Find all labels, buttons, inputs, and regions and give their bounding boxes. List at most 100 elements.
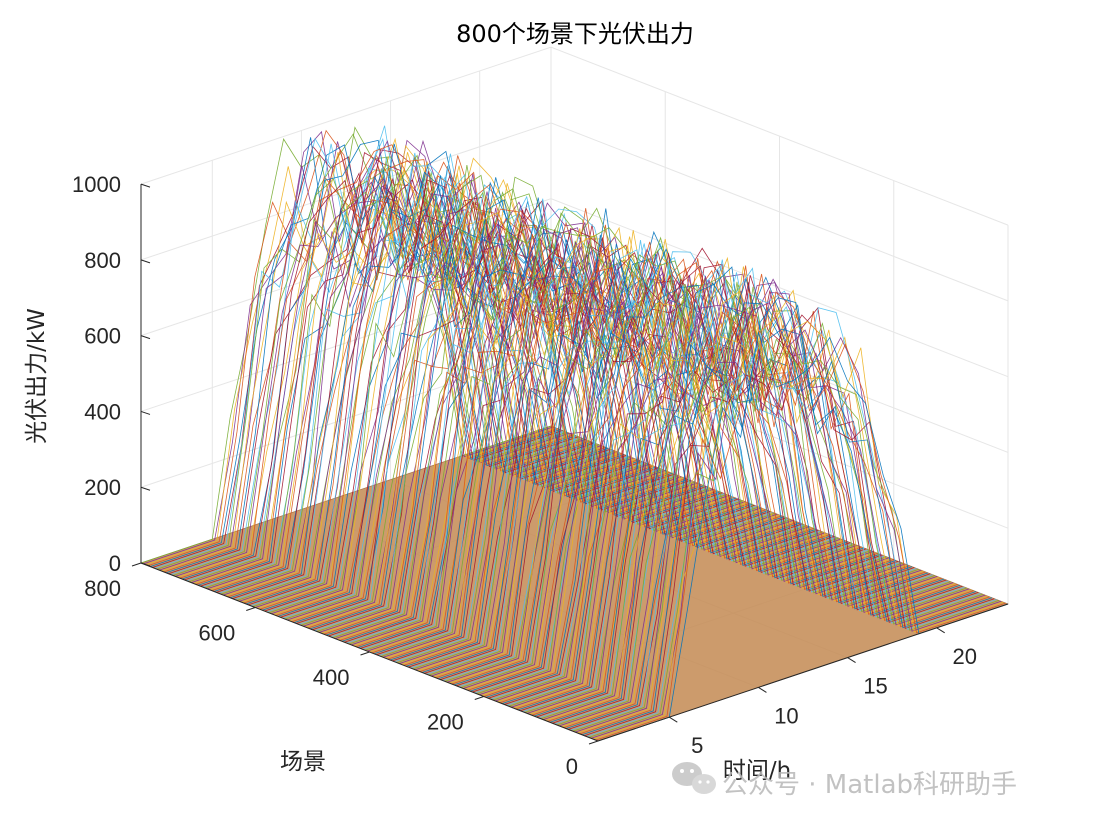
scenario-line [323,209,734,635]
scenario-line [367,245,778,652]
y-tick-mark [131,562,142,567]
scenario-line [442,256,853,681]
scenario-line [229,208,641,599]
z-tick-label: 800 [84,248,121,273]
x-axis-label: 时间/h [723,758,791,784]
scenario-line [243,155,654,604]
scenario-line [501,284,913,704]
scenario-line [392,227,803,662]
scenario-line [403,247,814,666]
scenario-line [590,302,1002,739]
z-tick-label: 600 [84,324,121,349]
scenario-line [376,229,787,656]
x-axis-line [597,603,1009,742]
scenario-line [293,181,705,623]
scenario-line [561,289,972,728]
scenario-line [172,156,584,576]
z-tick-mark [140,335,151,340]
scenario-line [408,249,819,668]
scenario-line [412,227,824,670]
scenario-line [147,129,559,567]
scenario-line [593,320,1004,740]
scenario-line [348,224,760,645]
wechat-icon [672,762,716,794]
scenario-line [287,201,698,621]
scenario-line [193,152,604,584]
x-tick-label: 20 [952,644,976,669]
y-tick-label: 400 [313,665,350,690]
scenario-line [410,243,821,669]
scenario-line [488,247,899,699]
watermark: 公众号 · Matlab科研助手 [672,762,1017,800]
scenario-line [469,248,881,692]
z-tick-label: 200 [84,475,121,500]
y-tick-labels: 0 200 400 600 800 [84,576,578,779]
scenario-line [332,193,744,639]
scenario-line [547,273,958,722]
scenario-line [220,154,632,595]
chart-title: 800个场景下光伏出力 [456,20,694,48]
scenario-line [312,201,723,631]
scenario-line [371,208,782,654]
y-tick-label: 600 [199,621,236,646]
scenario-line [460,254,872,688]
scenario-line [163,164,575,573]
scenario-line [476,260,888,695]
scenario-line [511,273,922,708]
x-tick-label: 15 [863,674,887,699]
scenario-line [581,297,993,736]
scenario-line [335,207,746,639]
scenario-line [588,306,1000,738]
scenario-line [568,306,979,730]
scenario-line [195,144,606,585]
scenario-line [543,282,954,720]
z-tick-label: 0 [109,551,121,576]
scenario-line [181,139,593,580]
scenario-line [250,166,661,607]
x-tick-label: 10 [774,703,798,728]
scenario-line [595,312,1006,741]
scenario-line [584,308,995,737]
scenario-lines [140,125,1009,742]
axes [131,183,1009,745]
scenario-line [559,278,970,727]
scenario-line [474,296,885,694]
x-tick-mark [847,657,856,664]
z-tick-label: 1000 [72,172,121,197]
scenario-line [554,306,965,725]
scenario-line [394,243,805,663]
z-tick-mark [140,486,151,491]
scenario-line [570,290,981,731]
scenario-line [586,307,997,737]
z-tick-labels: 0 200 400 600 800 1000 [72,172,121,576]
scenario-line [529,266,940,715]
x-tick-mark [936,627,945,634]
scenario-line [440,273,851,680]
scenario-line [572,314,984,732]
z-tick-mark [140,183,151,188]
scenario-line [383,228,794,658]
y-tick-label: 200 [427,710,464,735]
scenario-line [515,269,926,710]
scenario-line [239,179,650,602]
x-tick-label: 5 [691,733,703,758]
scenario-line [421,230,833,673]
z-tick-mark [140,410,151,415]
scenario-line [197,143,609,586]
scenario-line [149,137,561,567]
y-axis-label: 场景 [280,749,326,775]
scenario-line [184,149,595,581]
y-tick-mark [588,740,599,745]
scenario-line [234,165,645,600]
y-tick-mark [474,696,484,700]
scenario-line [344,209,755,643]
z-tick-mark [140,562,151,567]
y-tick-mark [360,651,370,656]
z-tick-mark [140,259,151,264]
scenario-line [280,199,691,618]
scenario-line [463,280,874,689]
scenario-line [341,197,753,642]
scenario-line [154,137,565,569]
scenario-line [426,240,837,675]
